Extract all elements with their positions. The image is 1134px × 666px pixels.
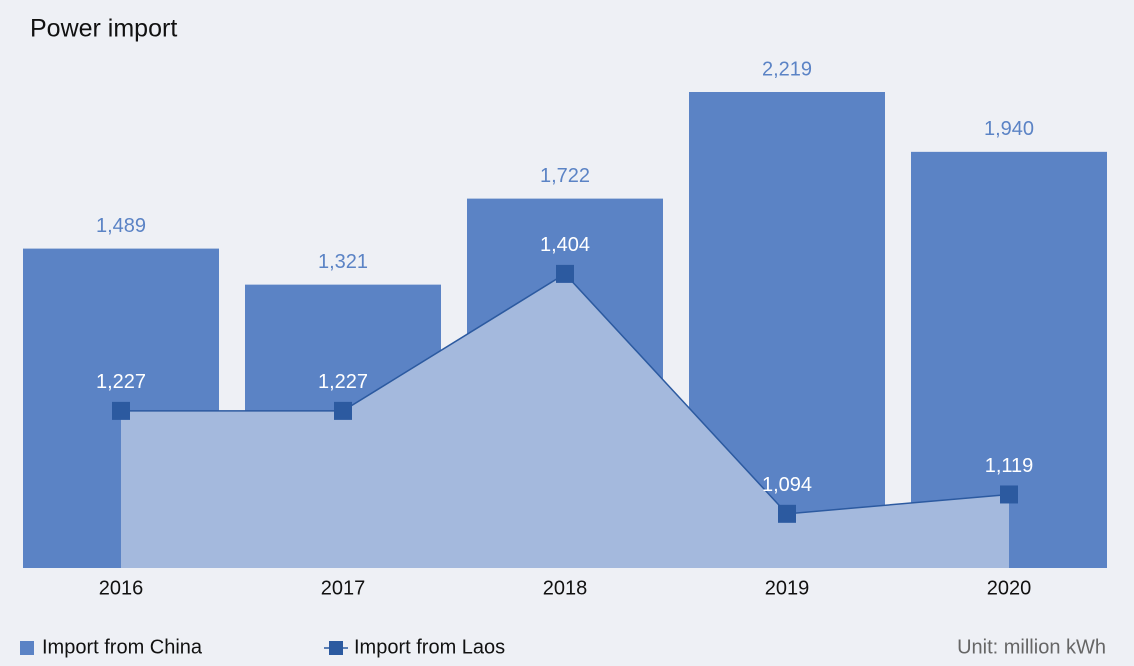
x-tick-label: 2016 (99, 577, 144, 599)
data-label: 2,219 (762, 58, 812, 80)
data-label: 1,227 (96, 371, 146, 393)
data-label: 1,119 (985, 455, 1034, 477)
data-label: 1,940 (984, 118, 1034, 140)
chart-title: Power import (30, 15, 177, 43)
x-tick-label: 2018 (543, 577, 588, 599)
legend-label: Import from Laos (354, 636, 505, 658)
data-label: 1,321 (318, 251, 368, 273)
area (121, 273, 1009, 568)
legend-marker (329, 641, 343, 655)
legend-swatch (20, 641, 34, 655)
data-label: 1,722 (540, 165, 590, 187)
x-tick-label: 2019 (765, 577, 810, 599)
data-label: 1,404 (540, 234, 590, 256)
marker (556, 264, 574, 283)
x-tick-label: 2017 (321, 577, 366, 599)
marker (778, 504, 796, 523)
unit-note: Unit: million kWh (957, 636, 1106, 658)
marker (112, 401, 130, 420)
marker (334, 401, 352, 420)
x-tick-label: 2020 (987, 577, 1032, 599)
marker (1000, 485, 1018, 504)
data-label: 1,094 (762, 474, 812, 496)
data-label: 1,489 (96, 215, 146, 237)
data-label: 1,227 (318, 371, 368, 393)
legend-label: Import from China (42, 636, 203, 658)
